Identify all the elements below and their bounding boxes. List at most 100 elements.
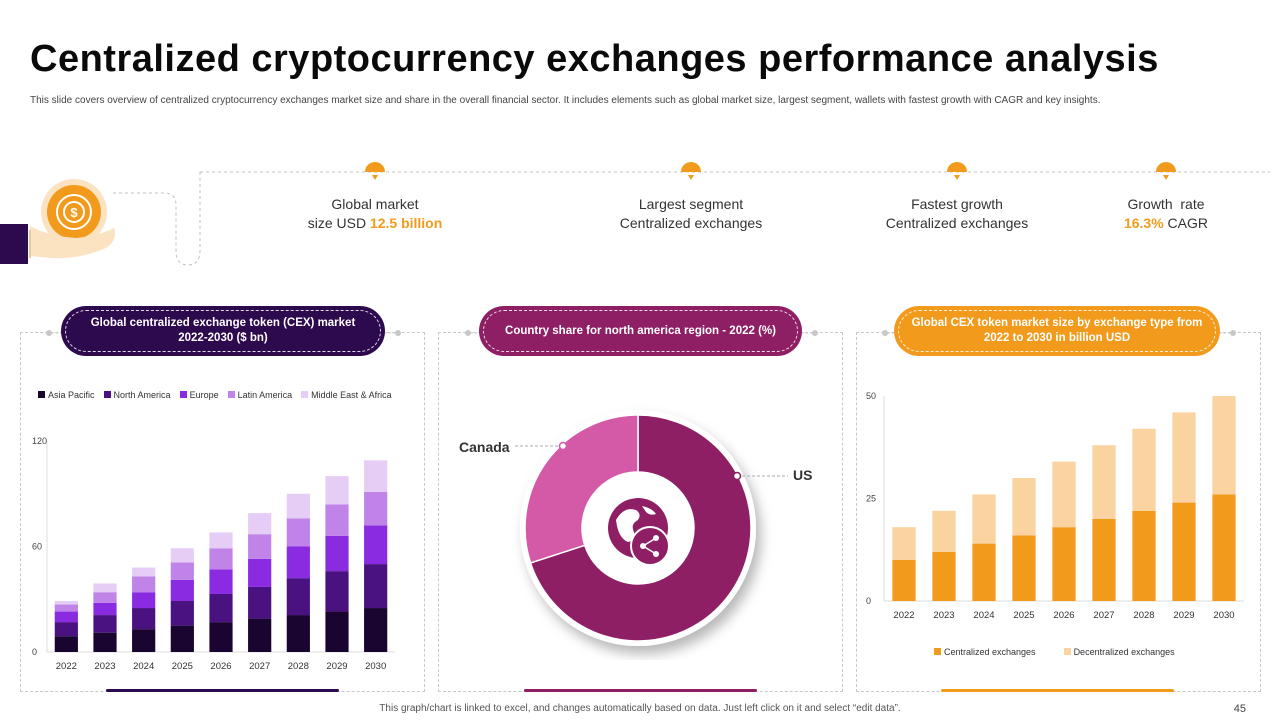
right-chart-legend: Centralized exchanges Decentralized excha… bbox=[934, 642, 1184, 660]
bar-segment bbox=[286, 518, 310, 547]
bar-segment bbox=[248, 558, 272, 587]
y-tick-label: 25 bbox=[866, 494, 876, 504]
legend-label: Latin America bbox=[237, 389, 293, 400]
bar-segment bbox=[1132, 510, 1156, 601]
svg-text:$: $ bbox=[70, 205, 78, 220]
x-tick-label: 2022 bbox=[893, 610, 914, 621]
x-tick-label: 2030 bbox=[365, 661, 386, 672]
bar-segment bbox=[364, 460, 388, 492]
right-panel-title-text: Global CEX token market size by exchange… bbox=[898, 310, 1216, 352]
x-tick-label: 2023 bbox=[94, 661, 115, 672]
x-tick-label: 2029 bbox=[326, 661, 347, 672]
bar-segment bbox=[364, 525, 388, 565]
legend-item: Decentralized exchanges bbox=[1063, 647, 1175, 657]
bar-segment bbox=[1132, 428, 1156, 511]
country-share-donut-chart: US Canada bbox=[459, 410, 812, 646]
legend-item: Latin America bbox=[227, 389, 293, 400]
share-badge bbox=[630, 526, 670, 566]
bar-segment bbox=[248, 586, 272, 619]
bar-segment bbox=[170, 548, 194, 563]
page-number: 45 bbox=[1233, 703, 1246, 715]
bar-segment bbox=[364, 564, 388, 609]
callout-dot bbox=[732, 471, 742, 481]
bar-segment bbox=[209, 622, 233, 652]
bar-segment bbox=[170, 601, 194, 626]
legend-item: Middle East & Africa bbox=[301, 390, 392, 400]
bar-segment bbox=[286, 546, 310, 579]
metric-suffix: CAGR bbox=[1163, 215, 1209, 231]
bar-segment bbox=[1092, 519, 1116, 601]
footer-note: This graph/chart is linked to excel, and… bbox=[379, 703, 901, 714]
bar-segment bbox=[93, 583, 117, 593]
bar-segment bbox=[1212, 494, 1236, 601]
bar-segment bbox=[364, 491, 388, 526]
metric-label: Largest segment bbox=[638, 196, 744, 212]
legend-swatch bbox=[227, 391, 235, 398]
x-tick-label: 2022 bbox=[56, 661, 77, 672]
legend-swatch bbox=[1063, 648, 1071, 655]
x-tick-label: 2030 bbox=[1213, 610, 1234, 621]
legend-label: Asia Pacific bbox=[48, 389, 95, 400]
bar-segment bbox=[1052, 461, 1076, 528]
metric-label: Global market bbox=[331, 196, 419, 212]
globe-land bbox=[642, 506, 656, 515]
globe-land bbox=[616, 509, 640, 542]
slice-label: US bbox=[793, 467, 812, 483]
bar-segment bbox=[209, 532, 233, 549]
right-panel-title: Global CEX token market size by exchange… bbox=[894, 306, 1220, 356]
legend-item: North America bbox=[103, 389, 171, 400]
metric-label: Growth rate bbox=[1127, 196, 1205, 212]
bar-segment bbox=[972, 543, 996, 601]
y-tick-label: 0 bbox=[866, 596, 871, 606]
x-tick-label: 2026 bbox=[210, 661, 231, 672]
page-title: Centralized cryptocurrency exchanges per… bbox=[30, 38, 1159, 80]
bar-segment bbox=[1012, 535, 1036, 601]
x-tick-label: 2029 bbox=[1173, 610, 1194, 621]
bar-segment bbox=[54, 601, 78, 605]
right-stacked-bar-chart: 0 25 50 2022 2023 2024 2025 2026 2027 2028 2029 203… bbox=[866, 391, 1244, 621]
x-tick-label: 2025 bbox=[1013, 610, 1034, 621]
bar-segment bbox=[325, 504, 349, 536]
x-tick-label: 2023 bbox=[933, 610, 954, 621]
middle-panel-accent bbox=[524, 689, 757, 692]
metric-fastest-growth: Fastest growth Centralized exchanges bbox=[847, 195, 1067, 233]
panel-connectors bbox=[46, 330, 1236, 336]
y-tick-label: 0 bbox=[32, 647, 37, 657]
bar-segment bbox=[132, 629, 156, 652]
legend-item: Centralized exchanges bbox=[934, 647, 1036, 657]
x-tick-label: 2028 bbox=[288, 661, 309, 672]
legend-swatch bbox=[934, 648, 941, 655]
x-tick-label: 2028 bbox=[1133, 610, 1154, 621]
bar-segment bbox=[248, 618, 272, 652]
bar-segment bbox=[325, 535, 349, 572]
bar-segment bbox=[286, 493, 310, 519]
bar-segment bbox=[93, 592, 117, 603]
left-panel-title-text: Global centralized exchange token (CEX) … bbox=[65, 310, 381, 352]
hand-sleeve bbox=[0, 224, 28, 264]
legend-label: Centralized exchanges bbox=[944, 646, 1036, 657]
callout-dot bbox=[558, 441, 568, 451]
metric-label: Fastest growth bbox=[911, 196, 1003, 212]
metric-growth-rate: Growth rate 16.3% CAGR bbox=[1056, 195, 1276, 233]
slice-label: Canada bbox=[459, 439, 510, 455]
bar-segment bbox=[286, 615, 310, 652]
bar-segment bbox=[325, 571, 349, 612]
legend-label: North America bbox=[113, 389, 171, 400]
bar-segment bbox=[209, 593, 233, 623]
bar-segment bbox=[1092, 445, 1116, 519]
middle-panel-title-text: Country share for north america region -… bbox=[483, 310, 798, 352]
legend-item: Europe bbox=[179, 390, 219, 400]
share-link bbox=[642, 537, 657, 547]
x-tick-label: 2024 bbox=[133, 661, 154, 672]
right-panel-accent bbox=[941, 689, 1174, 692]
legend-swatch bbox=[103, 391, 111, 398]
y-tick-label: 60 bbox=[32, 542, 42, 552]
bar-segment bbox=[132, 608, 156, 630]
bar-segment bbox=[93, 632, 117, 652]
y-tick-label: 50 bbox=[866, 391, 876, 401]
bar-segment bbox=[972, 494, 996, 544]
bar-segment bbox=[170, 562, 194, 580]
timeline-marker bbox=[947, 162, 967, 180]
bar-segment bbox=[1172, 502, 1196, 601]
bar-segment bbox=[132, 567, 156, 577]
